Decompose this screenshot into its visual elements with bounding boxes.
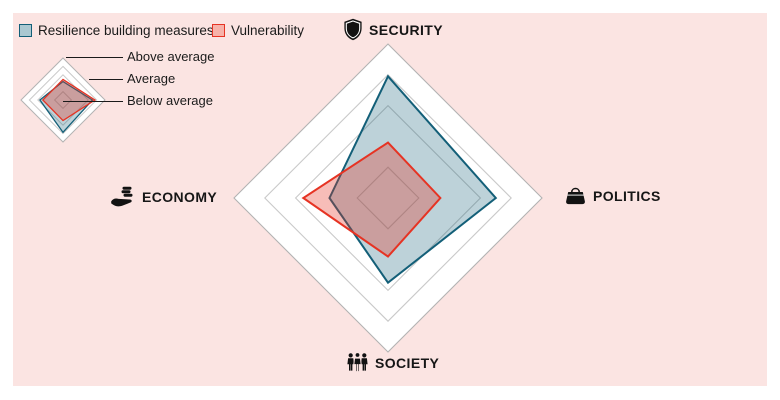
mini-grid-ring-20 bbox=[53, 90, 73, 110]
grid-ring-80 bbox=[264, 74, 512, 322]
axis-label-politics: POLITICS bbox=[564, 186, 661, 206]
briefcase-icon bbox=[564, 186, 587, 206]
mini-resilience-polygon bbox=[39, 80, 94, 134]
mini-grid-ring-80 bbox=[28, 65, 98, 135]
axis-label-text: SECURITY bbox=[369, 21, 443, 38]
axis-label-text: POLITICS bbox=[593, 188, 661, 204]
resilience-polygon bbox=[328, 74, 498, 285]
grid-ring-20 bbox=[356, 166, 420, 230]
axis-label-security: SECURITY bbox=[343, 18, 443, 41]
legend-key-radar bbox=[20, 57, 106, 143]
mini-grid-ring-outer bbox=[20, 57, 106, 143]
people-icon bbox=[346, 352, 369, 373]
axis-label-economy: ECONOMY bbox=[110, 186, 217, 208]
hand-coins-icon bbox=[110, 186, 136, 208]
radar-chart bbox=[233, 43, 543, 353]
axis-label-society: SOCIETY bbox=[346, 352, 439, 373]
ring-label-average: Average bbox=[127, 71, 176, 86]
mini-vulnerability-polygon bbox=[41, 78, 97, 122]
ring-label-above-average: Above average bbox=[127, 49, 215, 64]
legend-item-vulnerability: Vulnerability bbox=[212, 23, 304, 38]
callout-line-above-average bbox=[66, 57, 123, 58]
vulnerability-swatch bbox=[212, 24, 225, 37]
grid-ring-outer bbox=[233, 43, 543, 353]
axis-label-text: SOCIETY bbox=[375, 354, 440, 371]
ring-label-below-average: Below average bbox=[127, 93, 213, 108]
vulnerability-polygon bbox=[301, 141, 442, 258]
shield-icon bbox=[343, 18, 363, 41]
legend-label-vulnerability: Vulnerability bbox=[231, 23, 305, 38]
grid-ring-60 bbox=[294, 104, 482, 292]
callout-line-below-average bbox=[63, 101, 123, 102]
axis-label-text: ECONOMY bbox=[142, 189, 218, 205]
legend-label-resilience: Resilience building measures bbox=[38, 23, 214, 38]
callout-line-average bbox=[89, 79, 123, 80]
resilience-swatch bbox=[19, 24, 32, 37]
legend-item-resilience: Resilience building measures bbox=[19, 23, 214, 38]
